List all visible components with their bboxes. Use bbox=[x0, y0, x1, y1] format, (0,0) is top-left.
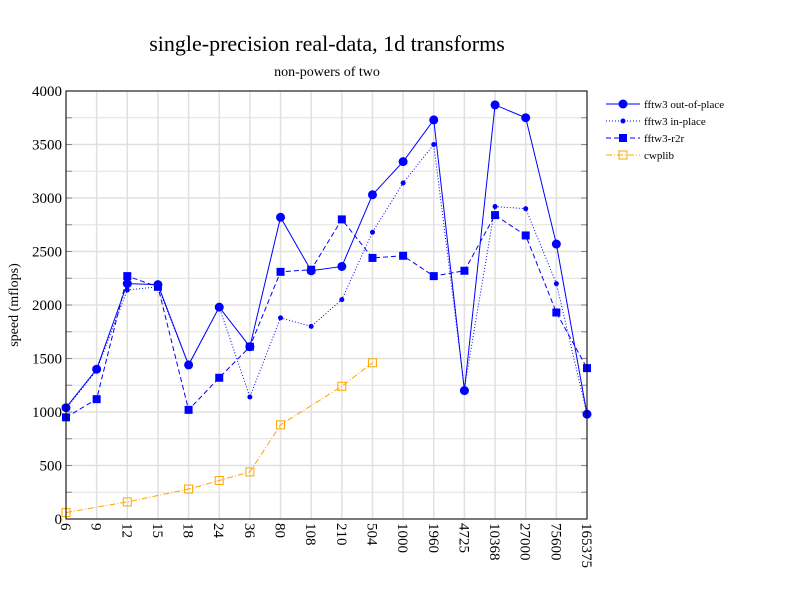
y-tick-label: 3500 bbox=[32, 138, 62, 154]
data-point bbox=[214, 475, 224, 485]
data-point bbox=[492, 204, 498, 210]
data-point bbox=[337, 215, 346, 224]
legend-label: cwplib bbox=[644, 150, 674, 162]
data-point bbox=[278, 315, 284, 321]
data-point bbox=[276, 212, 286, 222]
series-fftw3-out-of-place bbox=[61, 100, 592, 419]
data-point bbox=[552, 308, 561, 317]
x-tick-label: 9 bbox=[88, 523, 104, 531]
data-point bbox=[184, 484, 194, 494]
y-tick-label: 0 bbox=[55, 512, 63, 528]
y-tick-label: 2500 bbox=[32, 245, 62, 261]
data-point bbox=[337, 381, 347, 391]
data-point bbox=[123, 272, 132, 281]
series-fftw3-r2r bbox=[62, 211, 591, 422]
data-point bbox=[216, 304, 222, 310]
data-point bbox=[618, 99, 628, 109]
data-point bbox=[399, 251, 408, 260]
y-tick-label: 3000 bbox=[32, 191, 62, 207]
data-point bbox=[551, 239, 561, 249]
x-tick-label: 12 bbox=[118, 523, 134, 538]
series-line bbox=[65, 143, 588, 415]
x-tick-label: 27000 bbox=[517, 523, 533, 561]
x-tick-label: 165375 bbox=[578, 523, 594, 568]
x-tick-label: 6 bbox=[57, 523, 73, 531]
data-point bbox=[369, 229, 375, 235]
series-cwplib bbox=[61, 358, 377, 518]
y-tick-label: 4000 bbox=[32, 84, 62, 100]
x-tick-label: 75600 bbox=[547, 523, 563, 561]
legend-entry: fftw3 out-of-place bbox=[606, 99, 724, 111]
data-point bbox=[398, 157, 408, 167]
chart-title: single-precision real-data, 1d transform… bbox=[149, 31, 505, 56]
data-point bbox=[400, 180, 406, 186]
y-axis-label: speed (mflops) bbox=[7, 263, 22, 347]
x-tick-label: 504 bbox=[363, 523, 379, 546]
legend-label: fftw3-r2r bbox=[644, 133, 684, 145]
legend-entry: cwplib bbox=[606, 150, 674, 162]
x-tick-label: 1960 bbox=[425, 523, 441, 553]
chart-subtitle: non-powers of two bbox=[274, 65, 380, 80]
x-tick-label: 24 bbox=[210, 523, 226, 539]
data-point bbox=[245, 467, 255, 477]
x-tick-label: 18 bbox=[180, 523, 196, 538]
x-tick-label: 108 bbox=[302, 523, 318, 546]
data-point bbox=[186, 362, 192, 368]
data-point bbox=[523, 206, 529, 212]
data-point bbox=[521, 113, 531, 123]
data-point bbox=[276, 420, 286, 430]
data-point bbox=[431, 142, 437, 147]
x-tick-label: 80 bbox=[272, 523, 288, 538]
data-point bbox=[337, 261, 347, 271]
legend-label: fftw3 in-place bbox=[644, 116, 706, 128]
data-point bbox=[620, 118, 626, 124]
series-line bbox=[65, 214, 588, 418]
data-point bbox=[491, 211, 500, 220]
legend-entry: fftw3 in-place bbox=[606, 116, 706, 128]
data-point bbox=[368, 253, 377, 262]
data-point bbox=[367, 358, 377, 368]
data-point bbox=[122, 497, 132, 507]
data-point bbox=[247, 394, 253, 400]
data-point bbox=[490, 100, 500, 110]
data-point bbox=[122, 279, 132, 289]
x-tick-label: 36 bbox=[241, 523, 257, 539]
series-line bbox=[65, 104, 588, 415]
x-tick-label: 15 bbox=[149, 523, 165, 538]
data-point bbox=[92, 395, 101, 404]
y-tick-label: 500 bbox=[40, 459, 63, 475]
data-point bbox=[553, 281, 559, 287]
data-point bbox=[245, 342, 254, 351]
y-tick-label: 1000 bbox=[32, 405, 62, 421]
legend-label: fftw3 out-of-place bbox=[644, 99, 724, 111]
data-point bbox=[94, 367, 100, 373]
data-point bbox=[276, 267, 285, 276]
x-tick-label: 10368 bbox=[486, 523, 502, 561]
legend-entry: fftw3-r2r bbox=[606, 133, 684, 145]
series-fftw3-in-place bbox=[63, 142, 590, 417]
x-tick-label: 1000 bbox=[394, 523, 410, 553]
data-point bbox=[215, 373, 224, 382]
x-tick-label: 4725 bbox=[455, 523, 471, 553]
data-point bbox=[153, 282, 162, 291]
y-tick-label: 1500 bbox=[32, 352, 62, 368]
data-point bbox=[339, 297, 345, 303]
data-point bbox=[429, 115, 439, 125]
data-point bbox=[460, 266, 469, 275]
data-point bbox=[124, 287, 130, 293]
data-point bbox=[461, 385, 467, 391]
data-point bbox=[429, 272, 438, 281]
data-point bbox=[367, 190, 377, 200]
data-point bbox=[184, 405, 193, 414]
y-tick-label: 2000 bbox=[32, 298, 62, 314]
data-point bbox=[619, 134, 627, 142]
data-point bbox=[307, 265, 316, 274]
x-tick-label: 210 bbox=[333, 523, 349, 546]
data-point bbox=[308, 323, 314, 329]
plot-frame bbox=[65, 90, 588, 520]
data-point bbox=[618, 150, 628, 160]
data-point bbox=[521, 231, 530, 240]
